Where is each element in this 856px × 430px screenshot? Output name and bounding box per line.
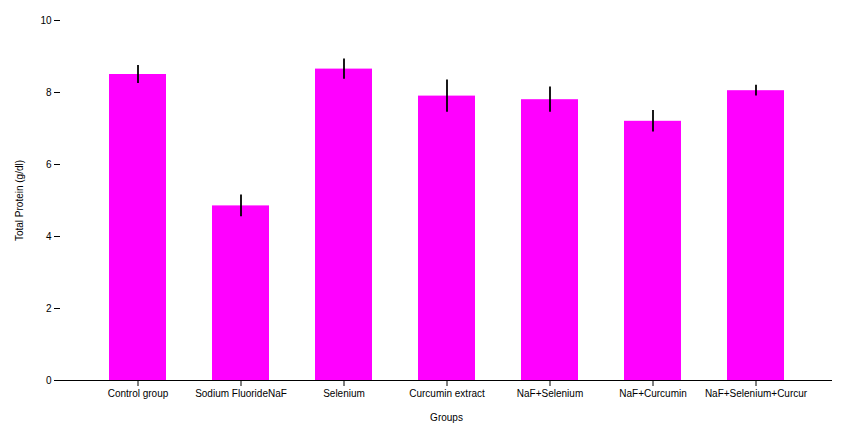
svg-text:Selenium: Selenium	[323, 388, 365, 399]
svg-text:6: 6	[46, 159, 52, 170]
svg-text:Control group: Control group	[108, 388, 169, 399]
svg-text:Curcumin extract: Curcumin extract	[409, 388, 485, 399]
svg-text:NaF+Selenium: NaF+Selenium	[517, 388, 583, 399]
svg-text:NaF+Curcumin: NaF+Curcumin	[619, 388, 687, 399]
svg-text:Sodium FluorideNaF: Sodium FluorideNaF	[195, 388, 287, 399]
svg-text:Groups: Groups	[430, 412, 463, 423]
svg-text:8: 8	[46, 87, 52, 98]
svg-text:0: 0	[46, 375, 52, 386]
svg-text:10: 10	[40, 15, 52, 26]
svg-text:2: 2	[46, 303, 52, 314]
svg-text:NaF+Selenium+Curcur: NaF+Selenium+Curcur	[705, 388, 808, 399]
svg-text:4: 4	[46, 231, 52, 242]
svg-text:Total Protein (g/dl): Total Protein (g/dl)	[14, 160, 25, 241]
